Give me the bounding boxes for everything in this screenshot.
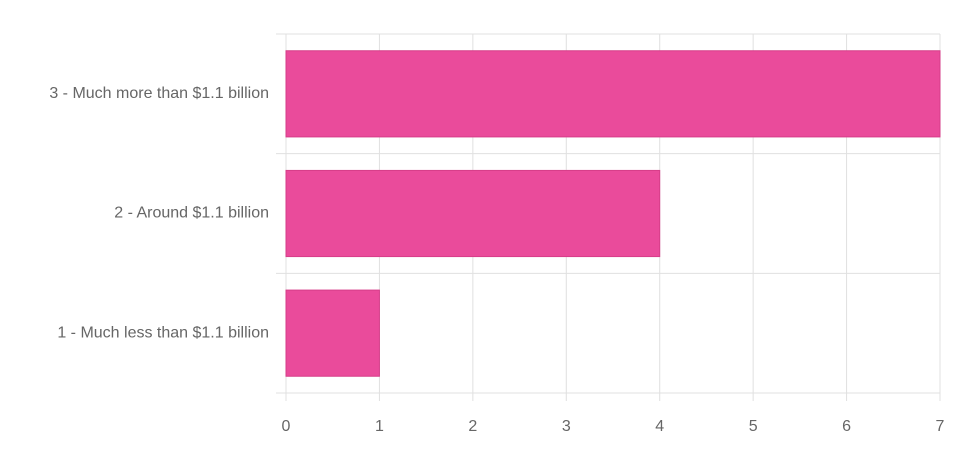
x-tick-label: 6 — [842, 418, 851, 435]
x-tick-label: 2 — [468, 418, 477, 435]
x-tick-label: 3 — [562, 418, 571, 435]
x-tick-label: 5 — [749, 418, 758, 435]
x-tick-label: 7 — [936, 418, 945, 435]
bar — [285, 50, 941, 138]
bar — [285, 289, 380, 377]
y-tick-label: 2 - Around $1.1 billion — [114, 205, 269, 222]
y-tick-label: 3 - Much more than $1.1 billion — [49, 85, 269, 102]
bar — [285, 169, 661, 258]
x-tick-label: 4 — [655, 418, 664, 435]
y-tick-label: 1 - Much less than $1.1 billion — [57, 324, 269, 341]
x-tick-label: 0 — [282, 418, 291, 435]
x-tick-label: 1 — [375, 418, 384, 435]
